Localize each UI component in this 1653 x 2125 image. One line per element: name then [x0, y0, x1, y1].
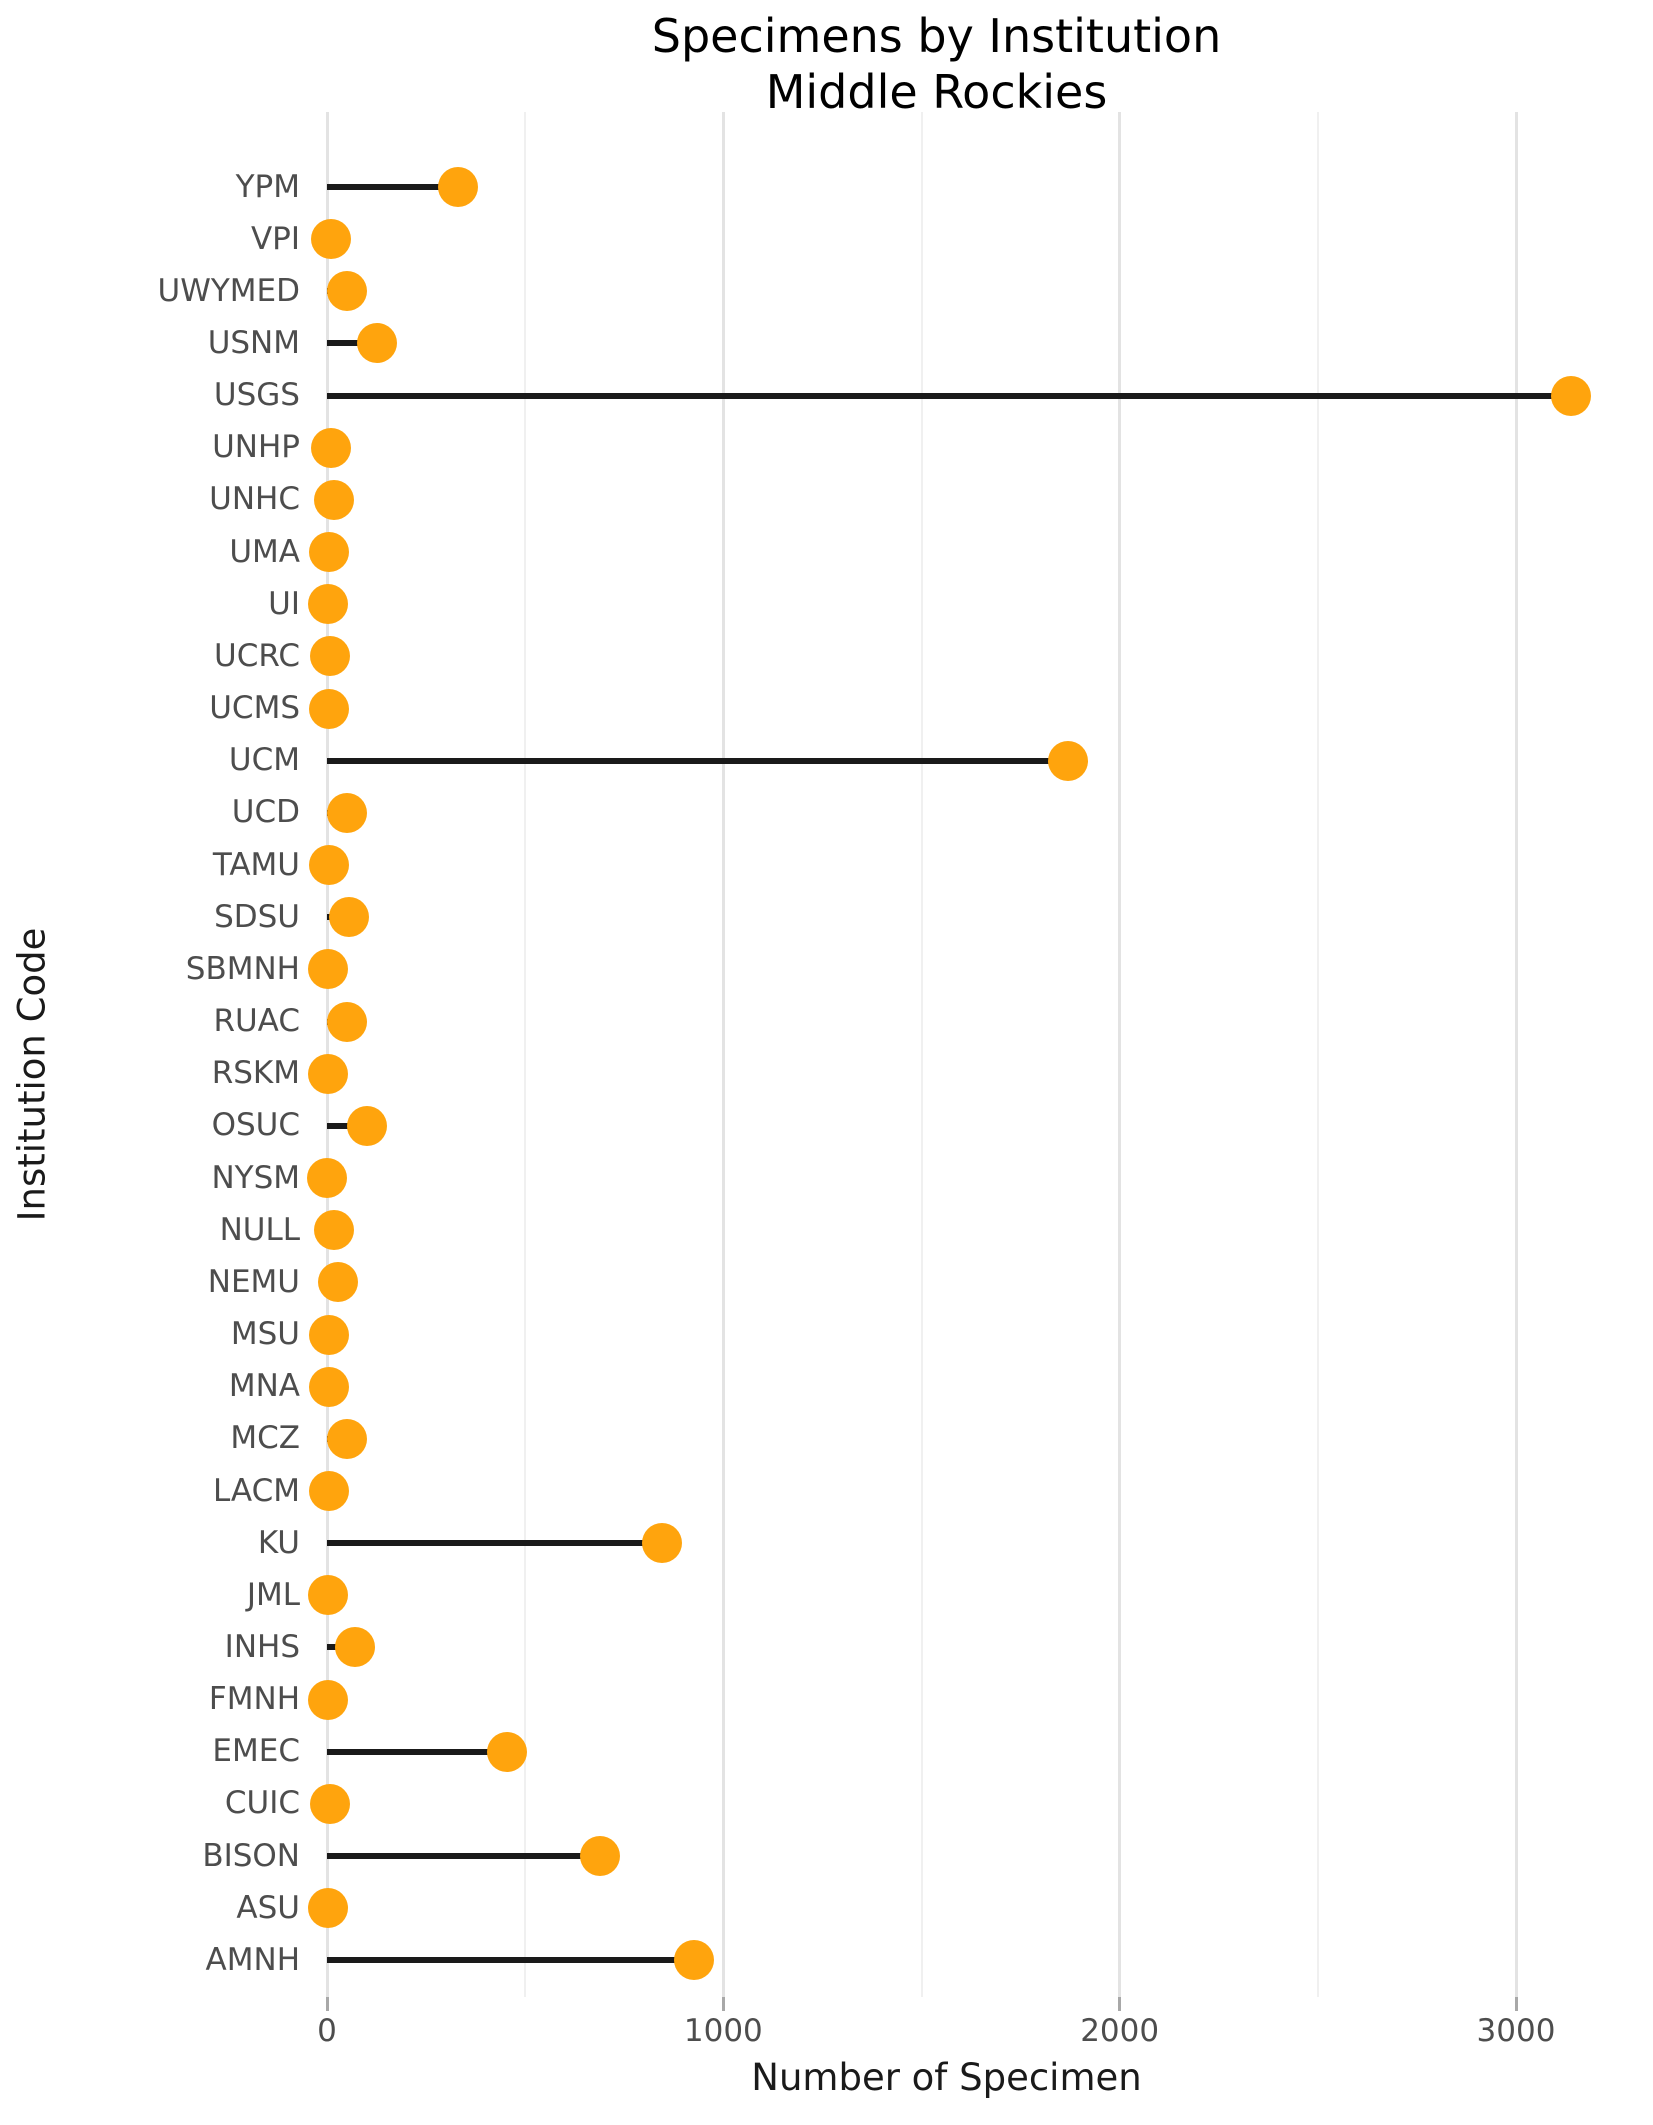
- stem-AMNH: [327, 1957, 694, 1964]
- y-tick-label-UI: UI: [268, 585, 300, 622]
- stem-UCM: [327, 757, 1069, 764]
- y-tick-label-UCM: UCM: [228, 742, 300, 779]
- gridline-minor-2500: [1316, 112, 1319, 1997]
- x-tick-mark-3000: [1514, 1997, 1518, 2011]
- y-tick-label-NULL: NULL: [219, 1211, 300, 1248]
- dot-UCRC: [310, 636, 351, 677]
- y-tick-label-TAMU: TAMU: [212, 846, 300, 883]
- y-tick-label-FMNH: FMNH: [208, 1681, 300, 1718]
- y-tick-label-UCD: UCD: [231, 794, 300, 831]
- y-tick-label-EMEC: EMEC: [212, 1733, 300, 1770]
- dot-KU: [641, 1523, 682, 1564]
- dot-FMNH: [307, 1679, 348, 1720]
- x-axis-title: Number of Specimen: [751, 2056, 1142, 2099]
- y-tick-label-MNA: MNA: [228, 1368, 300, 1405]
- y-tick-label-AMNH: AMNH: [205, 1941, 300, 1978]
- y-tick-label-UWYMED: UWYMED: [157, 272, 300, 309]
- dot-NULL: [313, 1210, 354, 1251]
- gridline-minor-1500: [920, 112, 923, 1997]
- gridline-major-3000: [1514, 112, 1518, 1997]
- dot-SBMNH: [307, 949, 348, 990]
- stem-EMEC: [327, 1748, 508, 1755]
- y-tick-label-LACM: LACM: [212, 1472, 300, 1509]
- dot-RUAC: [326, 1001, 367, 1042]
- y-tick-label-KU: KU: [257, 1524, 300, 1561]
- x-tick-mark-0: [325, 1997, 329, 2011]
- dot-UCM: [1048, 740, 1089, 781]
- y-tick-label-INHS: INHS: [224, 1628, 300, 1665]
- dot-CUIC: [310, 1783, 351, 1824]
- y-tick-label-MCZ: MCZ: [230, 1420, 300, 1457]
- stem-KU: [327, 1540, 662, 1547]
- dot-MNA: [308, 1366, 349, 1407]
- dot-MSU: [308, 1314, 349, 1355]
- dot-UWYMED: [326, 271, 367, 312]
- x-tick-label-0: 0: [317, 2013, 337, 2049]
- y-tick-label-BISON: BISON: [202, 1837, 300, 1874]
- dot-BISON: [580, 1836, 621, 1877]
- dot-TAMU: [308, 845, 349, 886]
- chart-title-line2: Middle Rockies: [765, 65, 1108, 120]
- dot-UMA: [308, 532, 349, 573]
- y-tick-label-USNM: USNM: [207, 324, 300, 361]
- dot-NYSM: [307, 1158, 348, 1199]
- y-tick-label-RSKM: RSKM: [211, 1055, 300, 1092]
- gridline-major-2000: [1118, 112, 1122, 1997]
- x-tick-label-2000: 2000: [1080, 2013, 1160, 2049]
- dot-LACM: [308, 1471, 349, 1511]
- y-tick-label-CUIC: CUIC: [224, 1785, 300, 1822]
- y-tick-label-YPM: YPM: [235, 168, 300, 205]
- y-tick-label-USGS: USGS: [213, 377, 300, 414]
- dot-UNHC: [314, 479, 355, 520]
- dot-USNM: [356, 323, 397, 364]
- stem-BISON: [327, 1853, 601, 1860]
- dot-YPM: [437, 167, 478, 207]
- x-tick-label-3000: 3000: [1476, 2013, 1556, 2049]
- stem-YPM: [327, 184, 458, 190]
- y-tick-label-UCRC: UCRC: [214, 637, 300, 674]
- dot-UI: [308, 584, 349, 625]
- dot-USGS: [1551, 375, 1592, 416]
- dot-SDSU: [328, 897, 369, 938]
- y-tick-label-VPI: VPI: [250, 220, 300, 257]
- y-tick-label-SDSU: SDSU: [214, 898, 300, 935]
- stem-USNM: [327, 340, 377, 347]
- x-tick-mark-2000: [1118, 1997, 1122, 2011]
- y-tick-label-SBMNH: SBMNH: [185, 950, 300, 987]
- y-tick-label-OSUC: OSUC: [211, 1107, 300, 1144]
- dot-UCD: [326, 792, 367, 833]
- dot-VPI: [310, 219, 351, 260]
- y-tick-label-UMA: UMA: [229, 533, 300, 570]
- chart-title-line1: Specimens by Institution: [651, 9, 1222, 63]
- y-tick-label-RUAC: RUAC: [213, 1003, 300, 1040]
- dot-OSUC: [346, 1105, 387, 1146]
- stem-USGS: [327, 392, 1572, 399]
- dot-JML: [307, 1575, 348, 1616]
- gridline-minor-500: [524, 112, 527, 1997]
- y-tick-label-UNHC: UNHC: [209, 481, 300, 518]
- dot-RSKM: [307, 1053, 348, 1094]
- dot-UNHP: [310, 427, 351, 468]
- y-tick-label-UNHP: UNHP: [212, 429, 300, 466]
- y-tick-label-NYSM: NYSM: [211, 1159, 300, 1196]
- y-tick-label-MSU: MSU: [230, 1316, 300, 1353]
- dot-ASU: [308, 1888, 349, 1929]
- dot-INHS: [334, 1627, 375, 1668]
- y-tick-label-NEMU: NEMU: [207, 1263, 300, 1300]
- dot-MCZ: [326, 1418, 367, 1459]
- dot-EMEC: [487, 1731, 528, 1772]
- gridline-major-1000: [721, 112, 725, 1997]
- y-tick-label-JML: JML: [246, 1576, 300, 1613]
- dot-NEMU: [317, 1262, 358, 1303]
- y-tick-label-UCMS: UCMS: [209, 690, 300, 727]
- y-tick-label-ASU: ASU: [236, 1889, 300, 1926]
- x-tick-label-1000: 1000: [683, 2013, 763, 2049]
- dot-AMNH: [673, 1940, 714, 1981]
- x-tick-mark-1000: [721, 1997, 725, 2011]
- dot-UCMS: [308, 688, 349, 729]
- chart-title: Specimens by Institution Middle Rockies: [230, 8, 1643, 120]
